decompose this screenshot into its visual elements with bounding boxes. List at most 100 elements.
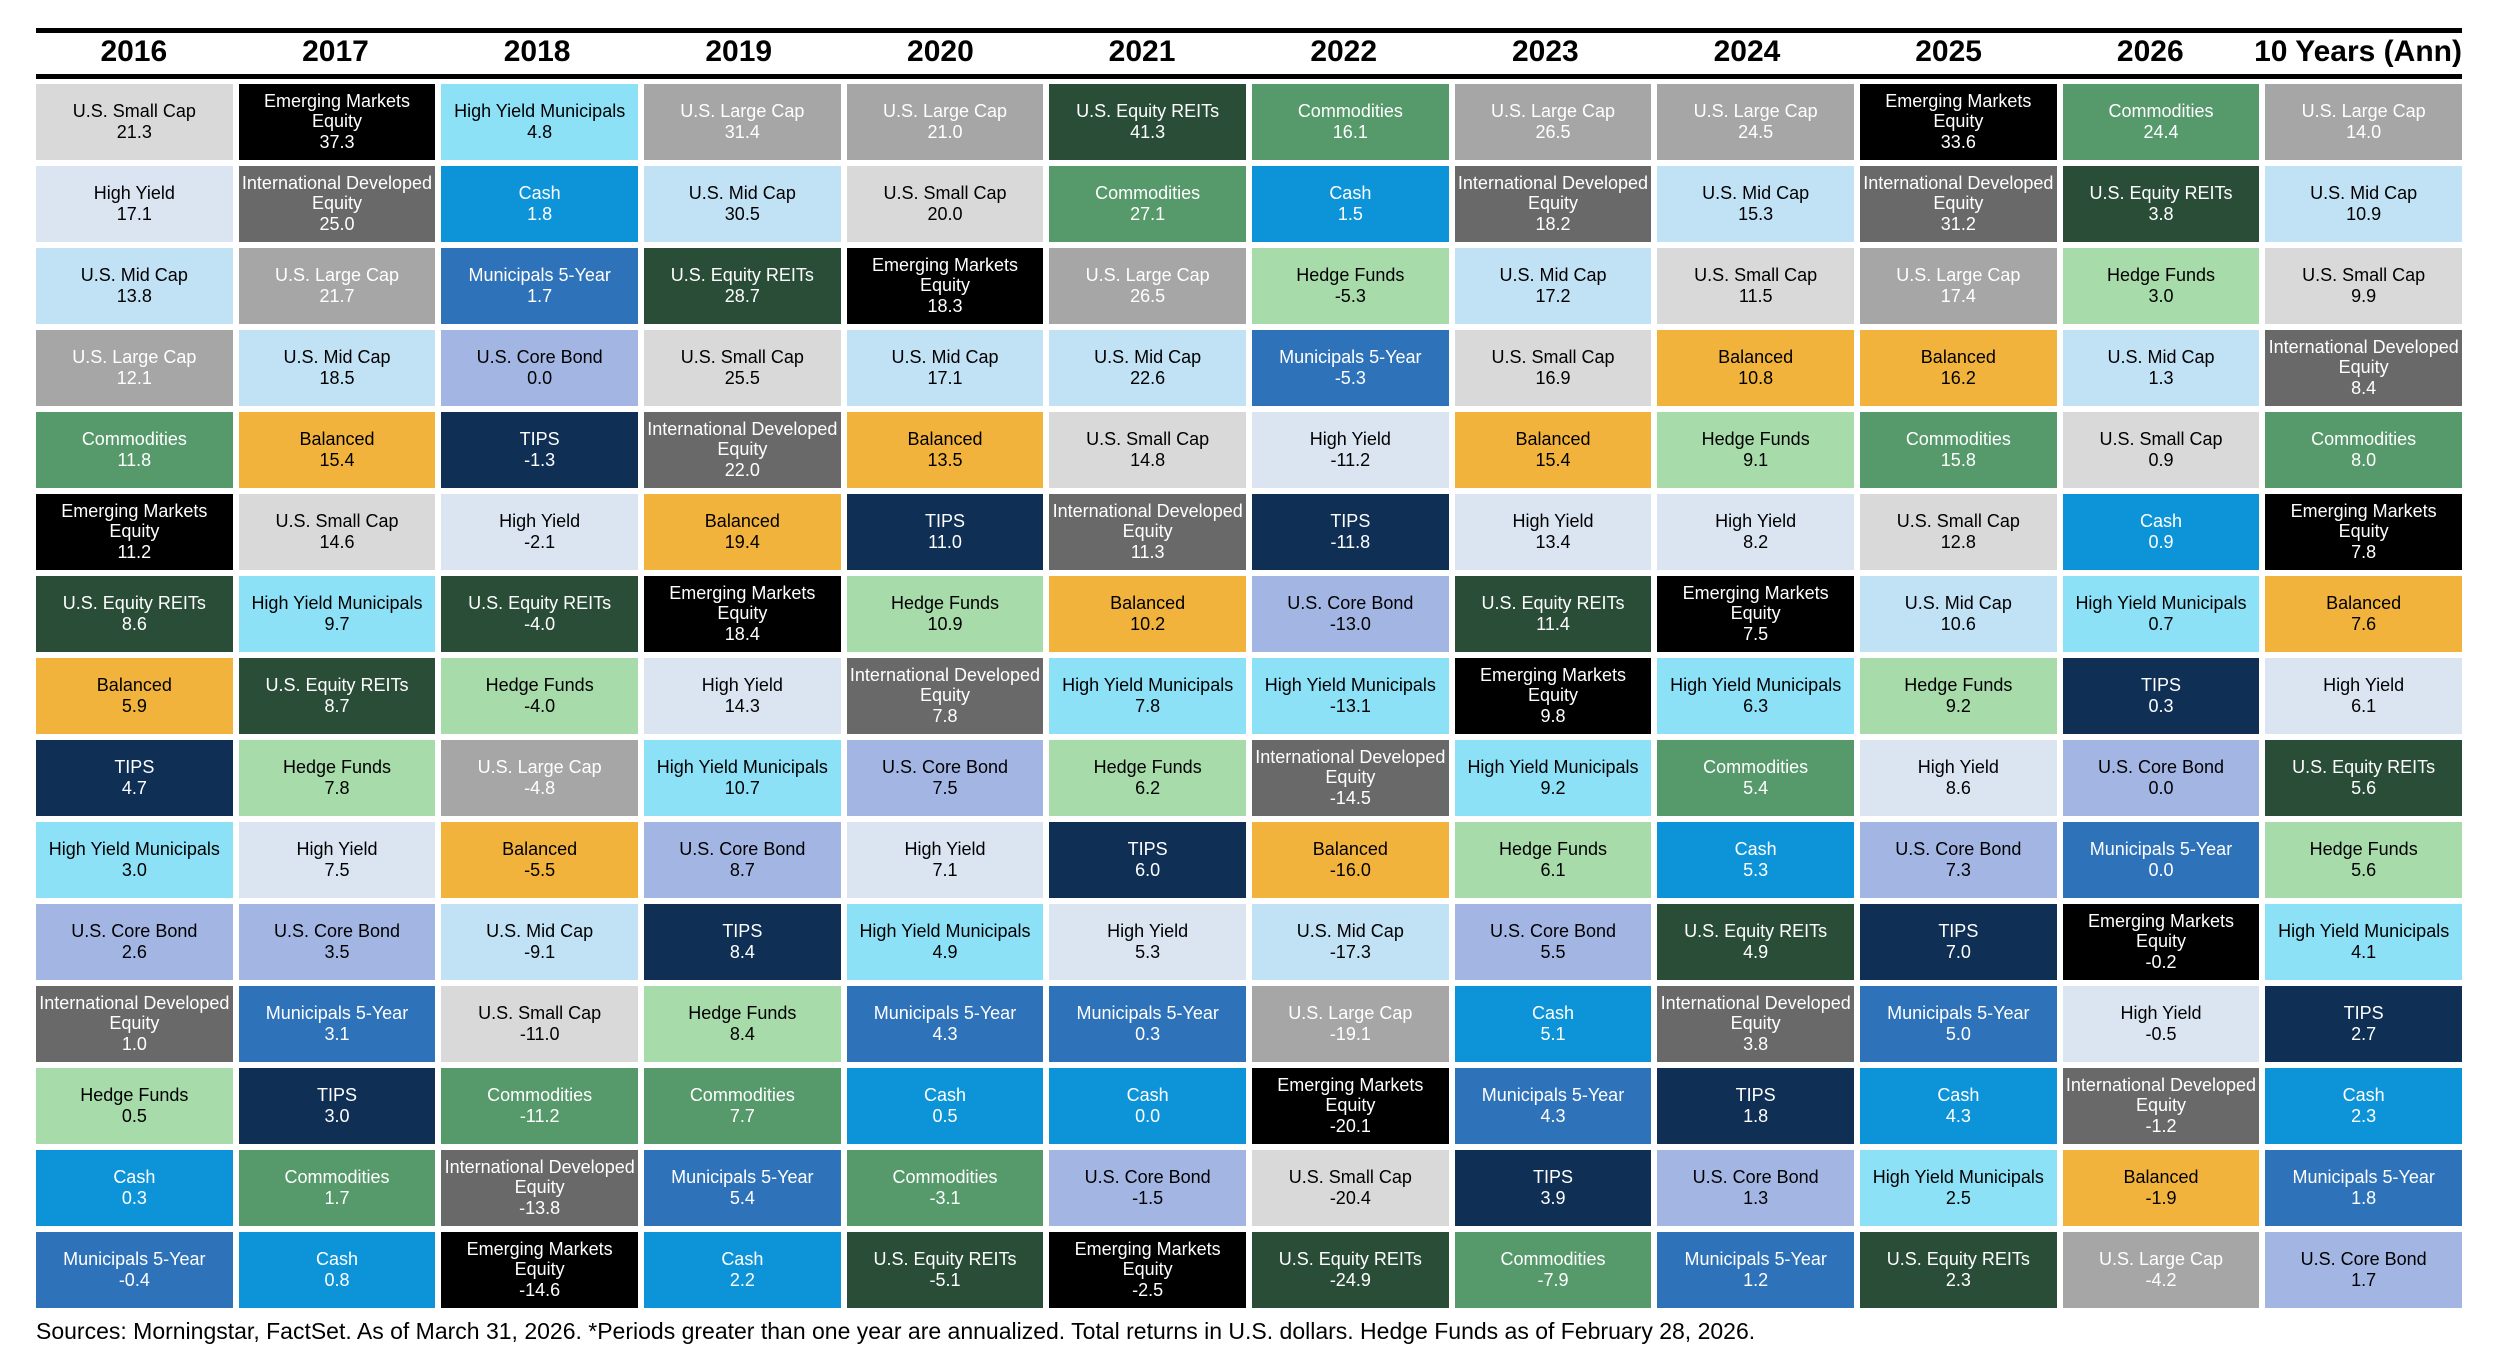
return-value: -9.1 <box>524 941 556 962</box>
asset-class-label: Cash <box>923 1084 966 1105</box>
return-cell-us-small-cap: U.S. Small Cap 9.9 <box>2265 247 2462 324</box>
return-value: -11.8 <box>1330 531 1371 552</box>
asset-class-label: International Developed Equity <box>1863 172 2054 214</box>
return-cell-us-core-bond: U.S. Core Bond -13.0 <box>1252 575 1449 652</box>
return-cell-commodities: Commodities 1.7 <box>238 1149 436 1226</box>
return-value: -13.8 <box>519 1197 561 1218</box>
return-value: 16.1 <box>1332 121 1368 142</box>
return-value: -0.2 <box>2145 951 2177 972</box>
return-cell-cash: Cash 2.2 <box>644 1231 841 1308</box>
return-value: 5.9 <box>121 695 147 716</box>
asset-class-label: Hedge Funds <box>1093 756 1202 777</box>
return-cell-us-mid-cap: U.S. Mid Cap 15.3 <box>1657 165 1854 242</box>
return-cell-hy-municipals: High Yield Municipals 7.8 <box>1049 657 1246 734</box>
asset-class-label: U.S. Core Bond <box>1489 920 1617 941</box>
return-value: 18.4 <box>724 623 760 644</box>
column-header: 2018 <box>503 35 571 68</box>
asset-class-label: Balanced <box>704 510 780 531</box>
asset-class-label: International Developed Equity <box>1457 172 1649 214</box>
column-header: 2017 <box>302 35 369 68</box>
return-cell-hedge-funds: Hedge Funds 10.9 <box>846 575 1044 652</box>
asset-class-label: Balanced <box>502 838 578 859</box>
asset-class-label: U.S. Mid Cap <box>688 182 796 203</box>
column-header: 2016 <box>100 35 168 68</box>
return-value: -0.4 <box>118 1269 150 1290</box>
asset-class-label: High Yield Municipals <box>1872 1166 2044 1187</box>
return-cell-high-yield: High Yield -11.2 <box>1252 411 1449 488</box>
return-cell-hy-municipals: High Yield Municipals 4.9 <box>846 903 1044 980</box>
asset-class-label: Municipals 5-Year <box>2089 838 2233 859</box>
return-value: 4.9 <box>1743 941 1769 962</box>
return-cell-us-large-cap: U.S. Large Cap 21.0 <box>846 83 1044 160</box>
return-value: 5.5 <box>1540 941 1566 962</box>
return-cell-tips: TIPS 0.3 <box>2062 657 2260 734</box>
return-cell-balanced: Balanced 10.2 <box>1049 575 1246 652</box>
asset-class-label: International Developed Equity <box>241 172 433 214</box>
return-value: 18.2 <box>1535 213 1571 234</box>
asset-class-label: High Yield Municipals <box>2075 592 2247 613</box>
return-value: 2.3 <box>1945 1269 1971 1290</box>
return-value: 15.8 <box>1940 449 1976 470</box>
asset-class-label: TIPS <box>316 1084 357 1105</box>
return-cell-us-equity-reits: U.S. Equity REITs 11.4 <box>1454 575 1652 652</box>
return-cell-us-mid-cap: U.S. Mid Cap 10.6 <box>1860 575 2057 652</box>
return-value: -5.5 <box>524 859 556 880</box>
asset-class-label: Balanced <box>299 428 375 449</box>
asset-class-label: Hedge Funds <box>2309 838 2418 859</box>
year-column: Emerging Markets Equity 37.3 International… <box>238 83 436 1308</box>
return-cell-us-equity-reits: U.S. Equity REITs 28.7 <box>644 247 841 324</box>
return-cell-municipals-5y: Municipals 5-Year 1.8 <box>2265 1149 2462 1226</box>
return-value: -20.1 <box>1329 1115 1371 1136</box>
asset-class-label: High Yield Municipals <box>48 838 220 859</box>
return-value: 16.2 <box>1940 367 1976 388</box>
year-column: U.S. Large Cap 24.5 U.S. Mid Cap 15.3 U.S. S… <box>1657 83 1854 1308</box>
asset-class-label: U.S. Equity REITs <box>2089 182 2233 203</box>
return-value: 2.2 <box>729 1269 755 1290</box>
year-column: U.S. Large Cap 31.4 U.S. Mid Cap 30.5 U.S. E… <box>644 83 841 1308</box>
asset-class-label: Emerging Markets Equity <box>2290 500 2437 542</box>
return-value: 37.3 <box>319 131 355 152</box>
return-cell-intl-dev-equity: International Developed Equity 31.2 <box>1860 165 2057 242</box>
return-value: 9.2 <box>1945 695 1971 716</box>
return-value: 7.5 <box>324 859 350 880</box>
asset-class-label: Hedge Funds <box>1498 838 1608 859</box>
asset-class-label: Municipals 5-Year <box>1076 1002 1219 1023</box>
return-cell-intl-dev-equity: International Developed Equity 8.4 <box>2265 329 2462 406</box>
return-value: 25.0 <box>319 213 355 234</box>
return-value: -16.0 <box>1329 859 1371 880</box>
asset-class-label: Commodities <box>1905 428 2011 449</box>
asset-class-label: Hedge Funds <box>80 1084 189 1105</box>
return-value: 5.0 <box>1945 1023 1971 1044</box>
asset-class-label: High Yield <box>1715 510 1797 531</box>
year-column: U.S. Large Cap 26.5 International Develope… <box>1454 83 1652 1308</box>
return-cell-us-equity-reits: U.S. Equity REITs 8.7 <box>238 657 436 734</box>
return-cell-municipals-5y: Municipals 5-Year 3.1 <box>238 985 436 1062</box>
return-value: 4.3 <box>1945 1105 1971 1126</box>
asset-class-label: Cash <box>113 1166 156 1187</box>
return-value: 0.0 <box>527 367 553 388</box>
return-value: 21.7 <box>319 285 355 306</box>
return-value: 8.7 <box>324 695 350 716</box>
return-cell-hedge-funds: Hedge Funds 5.6 <box>2265 821 2462 898</box>
return-cell-balanced: Balanced 19.4 <box>644 493 841 570</box>
asset-class-label: Hedge Funds <box>1701 428 1810 449</box>
return-value: 1.3 <box>2148 367 2174 388</box>
return-value: -1.9 <box>2145 1187 2177 1208</box>
return-value: -4.8 <box>524 777 556 798</box>
return-value: 18.5 <box>319 367 355 388</box>
return-cell-hedge-funds: Hedge Funds -4.0 <box>441 657 638 734</box>
asset-class-label: U.S. Large Cap <box>1490 100 1616 121</box>
return-cell-tips: TIPS 1.8 <box>1657 1067 1854 1144</box>
return-cell-em-equity: Emerging Markets Equity -14.6 <box>441 1231 638 1308</box>
return-value: 10.9 <box>2346 203 2382 224</box>
asset-class-label: U.S. Mid Cap <box>80 264 188 285</box>
asset-class-label: Municipals 5-Year <box>1481 1084 1625 1105</box>
return-value: 17.4 <box>1940 285 1976 306</box>
asset-class-label: Balanced <box>1718 346 1794 367</box>
return-value: 9.9 <box>2351 285 2377 306</box>
return-value: 9.2 <box>1540 777 1566 798</box>
return-cell-us-large-cap: U.S. Large Cap 14.0 <box>2265 83 2462 160</box>
asset-class-label: U.S. Small Cap <box>1086 428 1210 449</box>
return-value: 27.1 <box>1130 203 1166 224</box>
year-column: Emerging Markets Equity 33.6 International… <box>1860 83 2057 1308</box>
